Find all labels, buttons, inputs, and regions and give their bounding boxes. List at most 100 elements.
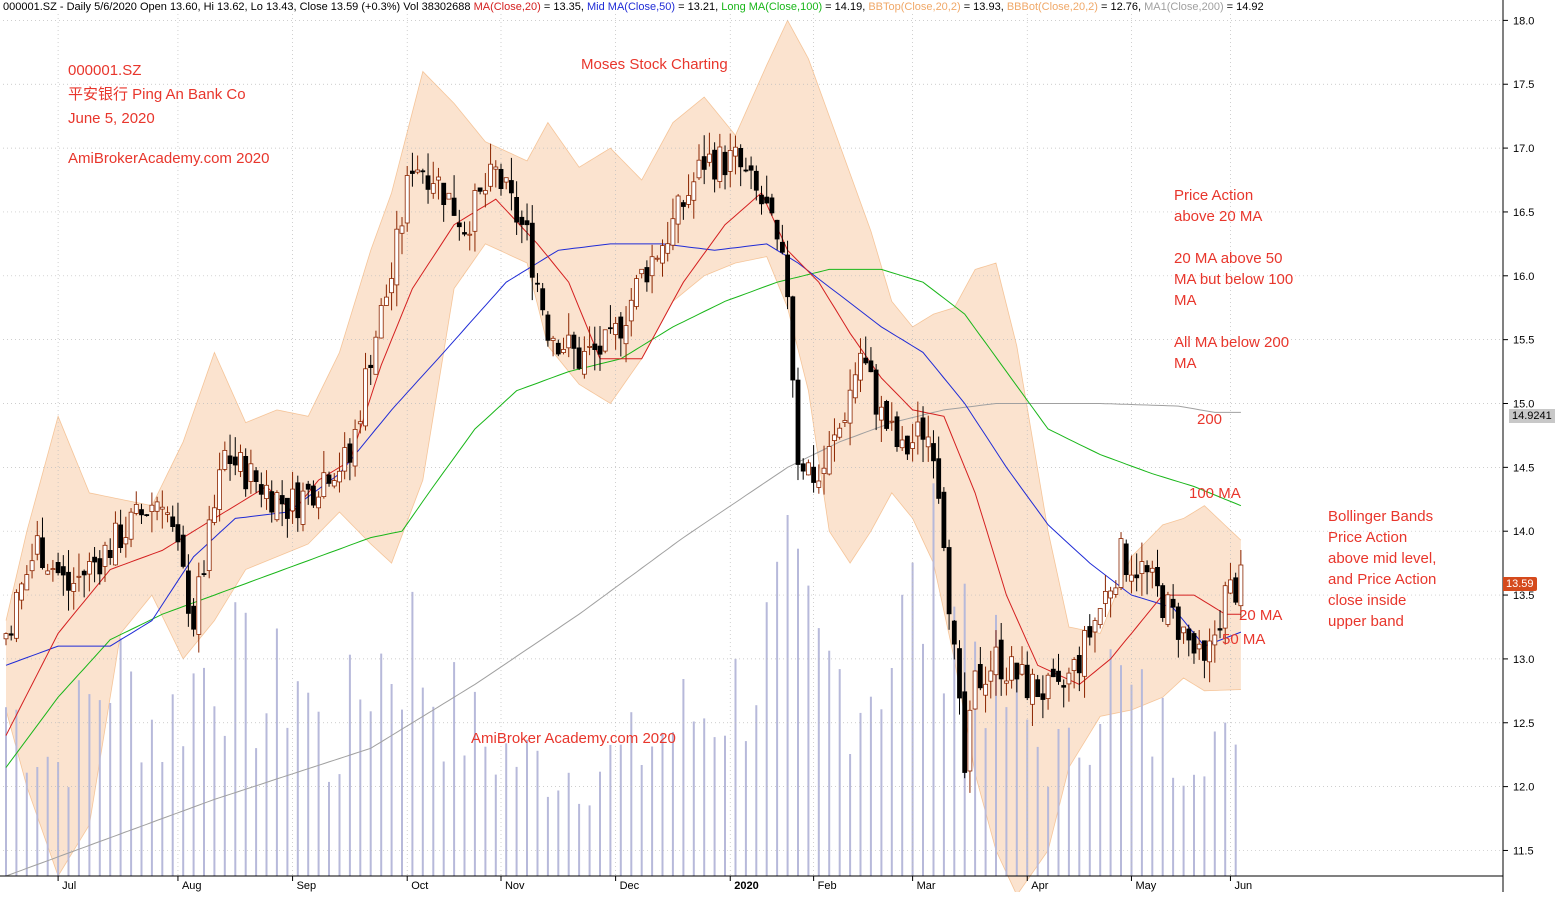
candle-body xyxy=(373,336,379,375)
volume-bar xyxy=(953,606,956,876)
candle-body xyxy=(472,190,478,232)
candle-body xyxy=(102,544,108,567)
candle-body xyxy=(1212,634,1218,646)
ma200-price-tag: 14.9241 xyxy=(1509,409,1555,423)
ma20-label: 20 MA xyxy=(1239,607,1283,624)
candle-body xyxy=(232,456,238,466)
candle-body xyxy=(1040,693,1046,700)
candle-body xyxy=(1175,606,1181,640)
y-tick-label: 12.0 xyxy=(1513,782,1534,794)
candle-body xyxy=(159,506,165,510)
y-tick-label: 17.5 xyxy=(1513,79,1534,91)
candle-body xyxy=(1092,620,1098,633)
candle-body xyxy=(613,322,618,335)
volume-bar xyxy=(255,748,258,876)
candle-body xyxy=(211,507,217,523)
candle-body xyxy=(764,196,770,204)
volume-bar xyxy=(36,767,39,876)
header-part-10: = 12.76, xyxy=(1097,1,1145,13)
volume-bar xyxy=(1182,785,1185,876)
candle-body xyxy=(92,556,97,563)
candle-body xyxy=(790,296,796,381)
candle-body xyxy=(462,232,467,235)
candle-body xyxy=(873,369,879,415)
ma20-line xyxy=(5,191,1241,736)
candle-body xyxy=(712,149,717,180)
candle-body xyxy=(675,195,681,225)
volume-bar xyxy=(463,755,466,876)
candle-body xyxy=(701,156,707,170)
candle-body xyxy=(13,592,19,639)
candle-body xyxy=(555,342,561,355)
volume-bar xyxy=(25,772,28,876)
candle-body xyxy=(665,243,671,254)
volume-bar xyxy=(599,771,601,876)
candle-body xyxy=(389,278,395,294)
volume-bar xyxy=(1161,697,1164,876)
candle-body xyxy=(1160,585,1166,618)
candle-body xyxy=(399,225,405,234)
candle-body xyxy=(832,434,837,441)
candle-body xyxy=(19,583,25,601)
header-part-2: = 13.35, xyxy=(540,1,588,13)
volume-bar xyxy=(942,693,945,876)
candle-body xyxy=(936,458,942,499)
candle-body xyxy=(1181,626,1186,634)
candle-body xyxy=(983,683,988,696)
volume-bar xyxy=(849,754,852,876)
header-part-6: = 14.19, xyxy=(822,1,869,13)
volume-bar xyxy=(46,756,49,876)
candle-body xyxy=(1009,656,1014,681)
candle-body xyxy=(1207,640,1212,663)
candle-body xyxy=(321,472,327,498)
candle-body xyxy=(1014,662,1020,680)
candle-body xyxy=(81,570,87,576)
candle-body xyxy=(681,202,686,207)
volume-bar xyxy=(171,694,174,876)
ma-note-line-7: All MA below 200 xyxy=(1174,334,1290,351)
volume-bar xyxy=(682,679,685,876)
volume-bar xyxy=(1172,777,1175,876)
volume-bar xyxy=(15,709,18,876)
volume-bar xyxy=(713,737,716,876)
bollinger-band-fill xyxy=(6,20,1241,896)
company-text: 平安银行 Ping An Bank Co xyxy=(68,86,246,103)
candle-body xyxy=(50,568,56,570)
candle-body xyxy=(899,439,905,449)
candle-body xyxy=(305,483,311,490)
volume-bar xyxy=(109,703,112,876)
candle-body xyxy=(1233,577,1239,603)
volume-bar xyxy=(1130,684,1133,876)
candle-body xyxy=(1222,585,1228,629)
bollinger-bottom-line xyxy=(5,243,1241,896)
ma-note-line-5: MA xyxy=(1174,292,1197,309)
volume-bar xyxy=(609,744,612,876)
candle-body xyxy=(545,314,551,341)
candle-body xyxy=(847,389,853,424)
candle-body xyxy=(357,421,363,425)
x-tick-label: May xyxy=(1135,880,1156,892)
candle-body xyxy=(97,558,103,575)
candle-body xyxy=(71,583,77,592)
candle-body xyxy=(420,170,426,173)
candle-body xyxy=(998,639,1004,680)
candle-body xyxy=(1087,626,1093,638)
volume-bar xyxy=(244,612,247,876)
ma-notes: Price Action above 20 MA 20 MA above 50 MA… xyxy=(1174,185,1293,374)
candle-body xyxy=(1066,672,1072,685)
volume-bar xyxy=(77,680,80,876)
candle-body xyxy=(436,176,441,181)
candle-body xyxy=(258,484,264,495)
candle-body xyxy=(550,337,556,341)
candle-body xyxy=(24,574,30,591)
candle-body xyxy=(1149,567,1155,573)
volume-bar xyxy=(223,735,226,876)
candle-body xyxy=(774,219,780,240)
candle-body xyxy=(238,452,243,472)
candle-body xyxy=(1139,561,1145,574)
candle-body xyxy=(217,469,223,510)
y-tick-label: 15.5 xyxy=(1513,335,1534,347)
ma50-line xyxy=(5,243,1242,666)
